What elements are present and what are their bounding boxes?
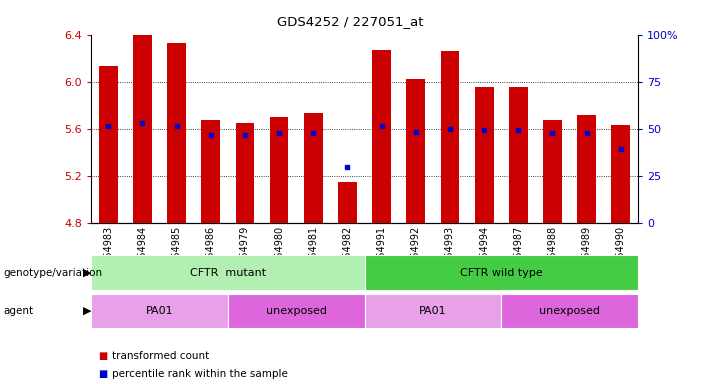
Text: GDS4252 / 227051_at: GDS4252 / 227051_at (278, 15, 423, 28)
Bar (407, 79, 426, 223)
Bar (372, 50, 391, 223)
Bar (365, 255, 638, 290)
Bar (99, 66, 118, 223)
Bar (167, 43, 186, 223)
Text: ▶: ▶ (83, 306, 91, 316)
Text: unexposed: unexposed (539, 306, 600, 316)
Text: PA01: PA01 (146, 306, 173, 316)
Bar (501, 294, 638, 328)
Bar (304, 113, 322, 223)
Text: ■: ■ (98, 369, 107, 379)
Text: agent: agent (4, 306, 34, 316)
Bar (236, 123, 254, 223)
Bar (475, 88, 494, 223)
Bar (228, 294, 365, 328)
Bar (611, 125, 630, 223)
Text: CFTR  mutant: CFTR mutant (190, 268, 266, 278)
Text: ▶: ▶ (83, 268, 91, 278)
Bar (338, 182, 357, 223)
Text: genotype/variation: genotype/variation (4, 268, 102, 278)
Bar (91, 255, 365, 290)
Bar (365, 294, 501, 328)
Bar (201, 121, 220, 223)
Bar (91, 294, 228, 328)
Text: unexposed: unexposed (266, 306, 327, 316)
Bar (133, 35, 152, 223)
Bar (509, 88, 528, 223)
Text: CFTR wild type: CFTR wild type (460, 268, 543, 278)
Text: PA01: PA01 (419, 306, 447, 316)
Text: transformed count: transformed count (112, 351, 210, 361)
Bar (440, 51, 459, 223)
Bar (577, 114, 596, 223)
Text: ■: ■ (98, 351, 107, 361)
Bar (543, 121, 562, 223)
Text: percentile rank within the sample: percentile rank within the sample (112, 369, 288, 379)
Bar (270, 117, 289, 223)
